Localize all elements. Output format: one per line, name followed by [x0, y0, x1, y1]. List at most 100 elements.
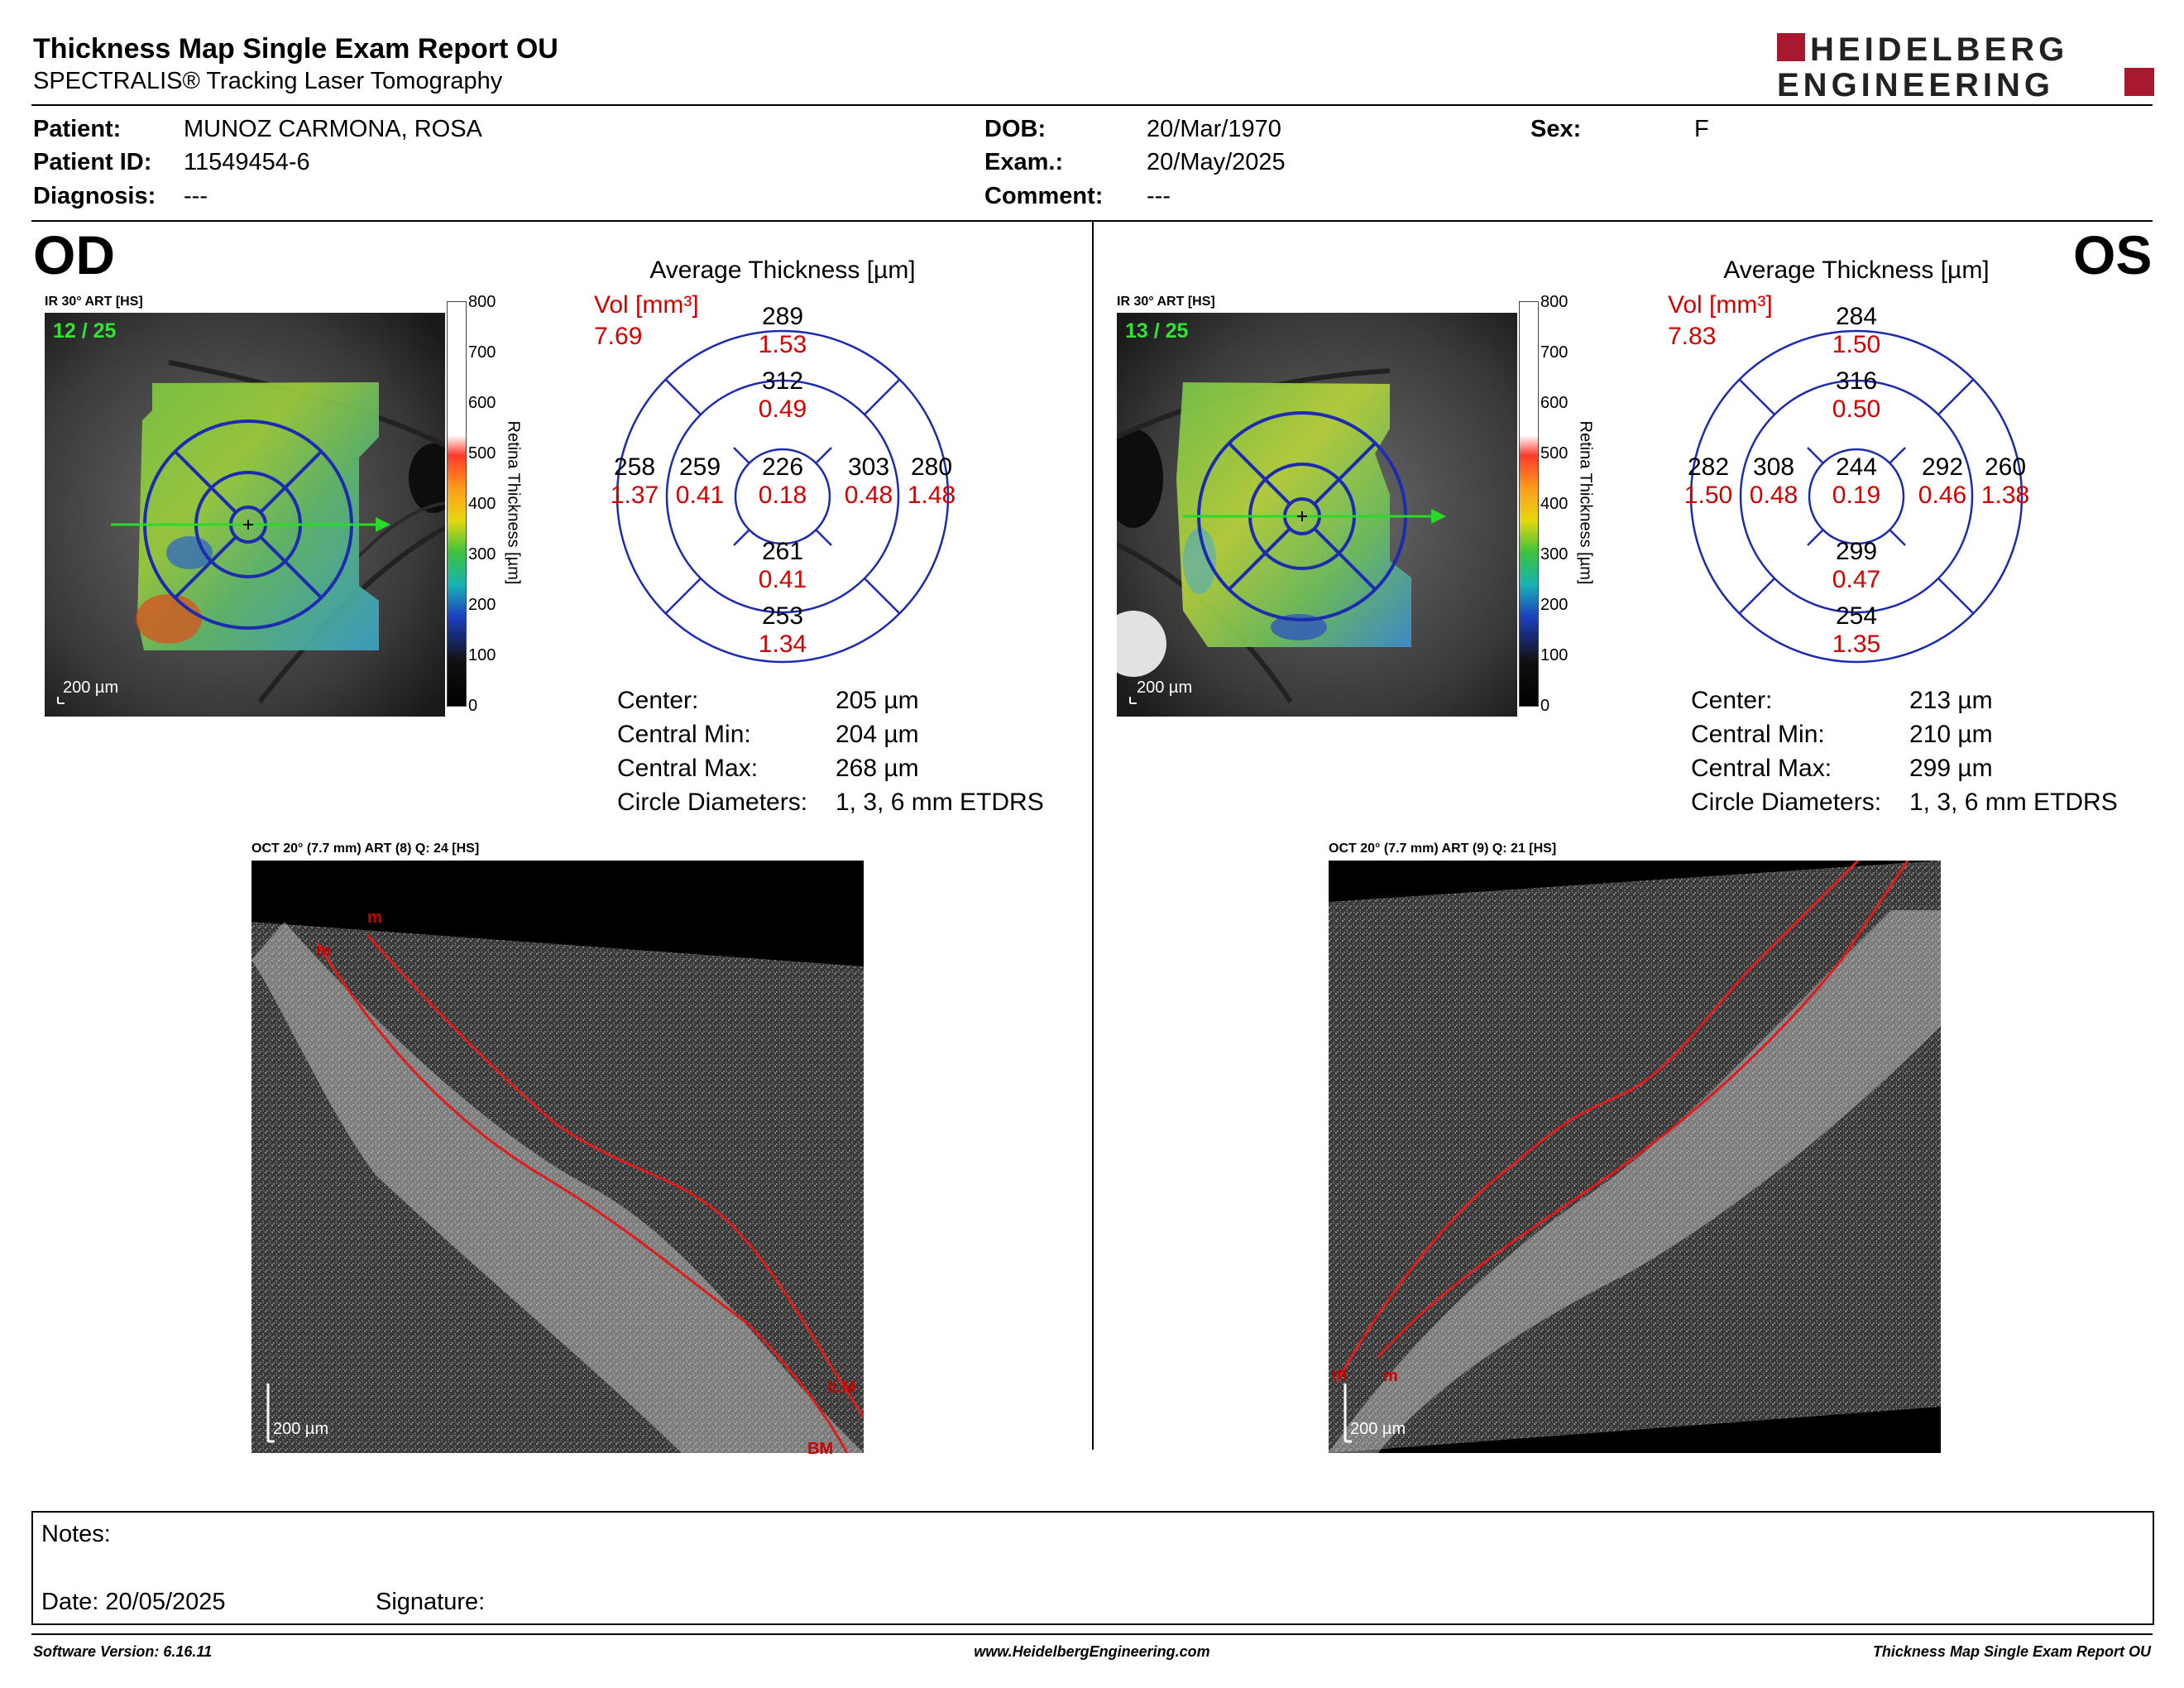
os-oct-scale-label: 200 µm [1350, 1420, 1406, 1438]
os-outer-inf-thickness: 254 [1835, 602, 1878, 630]
os-stat-value: 213 µm [1909, 687, 1993, 714]
os-ir-label: IR 30° ART [HS] [1117, 295, 1215, 309]
os-stat-value: 1, 3, 6 mm ETDRS [1909, 789, 2118, 816]
od-inner-left-thickness: 259 [678, 453, 721, 481]
os-inner-left-volume: 0.48 [1749, 482, 1798, 509]
os-tick-0: 0 [1540, 697, 1550, 715]
od-vol-value: 7.69 [594, 323, 643, 350]
od-stat-label: Central Min: [617, 721, 751, 748]
od-etdrs-grid [594, 323, 966, 670]
os-stat-label: Central Max: [1691, 755, 1832, 782]
os-scale-label: 200 µm [1137, 679, 1193, 697]
od-tick-400: 400 [468, 495, 496, 513]
od-sector-outer-inf: 253 1.34 [716, 602, 849, 659]
os-inner-inf-thickness: 299 [1835, 538, 1878, 565]
os-tick-600: 600 [1540, 394, 1569, 412]
os-oct-label: OCT 20° (7.7 mm) ART (9) Q: 21 [HS] [1329, 842, 1557, 856]
dob-value: 20/Mar/1970 [1147, 116, 1281, 142]
os-stat-label: Center: [1691, 687, 1773, 714]
diagnosis-value: --- [184, 183, 208, 209]
od-sector-outer-left: 258 1.37 [601, 453, 668, 510]
od-stat-label: Central Max: [617, 755, 759, 782]
os-stat-label: Circle Diameters: [1691, 789, 1882, 816]
sex-label: Sex: [1530, 116, 1582, 142]
signature-label: Signature: [376, 1589, 486, 1615]
os-outer-sup-thickness: 284 [1835, 303, 1878, 330]
heidelberg-logo: HEIDELBERG ENGINEERING [1777, 30, 2154, 103]
os-tick-800: 800 [1540, 293, 1569, 311]
od-oct-mark-ilm: ILM [827, 1379, 856, 1397]
os-inner-left-thickness: 308 [1752, 453, 1795, 481]
os-frame-counter: 13 / 25 [1125, 319, 1189, 343]
od-stat-label: Circle Diameters: [617, 789, 808, 816]
os-tick-300: 300 [1540, 545, 1569, 563]
od-outer-left-thickness: 258 [613, 453, 656, 481]
od-sector-inner-right: 303 0.48 [836, 453, 902, 510]
os-sector-inner-left: 308 0.48 [1741, 453, 1807, 510]
os-colorbar-label: Retina Thickness [µm] [1576, 420, 1595, 585]
od-sector-inner-inf: 261 0.41 [716, 538, 849, 594]
os-sector-center: 244 0.19 [1823, 453, 1889, 510]
os-tick-700: 700 [1540, 343, 1569, 362]
os-outer-inf-volume: 1.35 [1832, 631, 1881, 658]
os-outer-right-volume: 1.38 [1980, 482, 2030, 509]
os-sector-outer-inf: 254 1.35 [1790, 602, 1923, 659]
od-frame-counter: 12 / 25 [53, 319, 117, 343]
od-oct-scale-label: 200 µm [273, 1420, 329, 1438]
od-inner-sup-thickness: 312 [761, 367, 804, 395]
od-sector-inner-sup: 312 0.49 [716, 367, 849, 424]
os-sector-inner-sup: 316 0.50 [1790, 367, 1923, 424]
od-tick-0: 0 [468, 697, 478, 715]
os-stat-row: Central Max: 299 µm [1691, 755, 2154, 789]
od-oct-mark-m1: m [367, 909, 382, 927]
os-colorbar-ticks: 800 700 600 500 400 300 200 100 0 [1540, 293, 1582, 715]
od-stat-value: 268 µm [836, 755, 919, 782]
os-sector-outer-right: 260 1.38 [1972, 453, 2038, 510]
os-tick-200: 200 [1540, 596, 1569, 614]
footer-report-name: Thickness Map Single Exam Report OU [1872, 1643, 2151, 1660]
footer-website[interactable]: www.HeidelbergEngineering.com [974, 1643, 1210, 1660]
logo-mark: HEIDELBERG ENGINEERING [1777, 31, 2154, 103]
od-stat-label: Center: [617, 687, 699, 714]
eye-divider [1092, 222, 1094, 1450]
os-inner-sup-volume: 0.50 [1832, 396, 1881, 423]
os-etdrs-grid [1668, 323, 2040, 670]
patient-id-label: Patient ID: [33, 149, 152, 175]
os-oct-mark-m2: m [1383, 1367, 1398, 1385]
od-tick-500: 500 [468, 444, 496, 463]
od-oct-label: OCT 20° (7.7 mm) ART (8) Q: 24 [HS] [251, 842, 480, 856]
od-ir-label: IR 30° ART [HS] [45, 295, 143, 309]
od-oct-mark-bm: BM [807, 1440, 834, 1458]
od-fundus-image [45, 313, 458, 717]
od-center-volume: 0.18 [758, 482, 807, 509]
footer-rule [31, 1633, 2153, 1635]
notes-box[interactable]: Notes: Date: 20/05/2025 Signature: [31, 1511, 2154, 1625]
os-outer-right-thickness: 260 [1984, 453, 2027, 481]
od-outer-right-volume: 1.48 [907, 482, 956, 509]
os-stats: Center: 213 µm Central Min: 210 µm Central… [1691, 687, 2154, 822]
od-tick-800: 800 [468, 293, 496, 311]
os-center-volume: 0.19 [1832, 482, 1881, 509]
od-inner-right-volume: 0.48 [844, 482, 893, 509]
od-inner-right-thickness: 303 [847, 453, 890, 481]
od-inner-left-volume: 0.41 [675, 482, 725, 509]
od-stat-value: 1, 3, 6 mm ETDRS [836, 789, 1044, 816]
od-center-thickness: 226 [761, 453, 804, 481]
header-rule [31, 104, 2153, 106]
dob-label: DOB: [984, 116, 1046, 142]
od-oct-mark-m2: m [316, 942, 331, 960]
footer-version: Software Version: 6.16.11 [33, 1643, 213, 1660]
diagnosis-label: Diagnosis: [33, 183, 156, 209]
os-inner-right-volume: 0.46 [1918, 482, 1967, 509]
os-sector-inner-right: 292 0.46 [1909, 453, 1976, 510]
od-eye-label: OD [33, 224, 115, 285]
od-outer-inf-volume: 1.34 [758, 631, 807, 658]
od-stat-row: Circle Diameters: 1, 3, 6 mm ETDRS [617, 789, 1080, 822]
od-scale-label: 200 µm [63, 679, 119, 697]
os-vol-value: 7.83 [1668, 323, 1717, 350]
os-stat-row: Center: 213 µm [1691, 687, 2154, 721]
patient-name: MUNOZ CARMONA, ROSA [184, 116, 482, 142]
comment-label: Comment: [984, 183, 1104, 209]
os-center-thickness: 244 [1835, 453, 1878, 481]
os-inner-sup-thickness: 316 [1835, 367, 1878, 395]
